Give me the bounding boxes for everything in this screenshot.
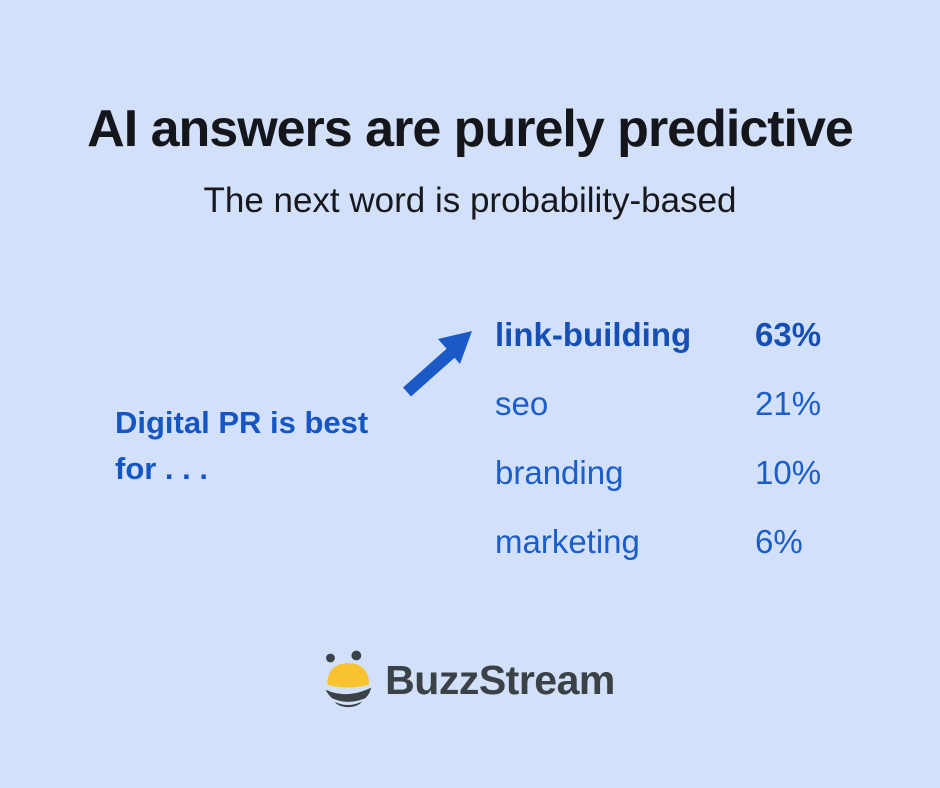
prediction-row: seo 21%	[495, 369, 840, 438]
prompt-text: Digital PR is best for . . .	[115, 400, 368, 492]
probability-value: 63%	[755, 315, 822, 353]
prediction-row: link-building 63%	[495, 300, 840, 369]
predicted-word: link-building	[495, 315, 692, 353]
predicted-word: branding	[495, 453, 624, 491]
diagonal-arrow-icon	[403, 331, 472, 397]
prediction-list: link-building 63% seo 21% branding 10% m…	[495, 300, 840, 576]
page-subtitle: The next word is probability-based	[203, 181, 737, 220]
buzzstream-bee-icon	[325, 650, 372, 708]
predicted-word: marketing	[495, 522, 640, 560]
probability-value: 21%	[755, 384, 822, 422]
prediction-row: branding 10%	[495, 438, 840, 507]
prediction-row: marketing 6%	[495, 507, 840, 576]
probability-value: 10%	[755, 453, 822, 491]
brand-logo: BuzzStream	[325, 650, 615, 710]
page-title: AI answers are purely predictive	[87, 100, 854, 158]
predicted-word: seo	[495, 384, 549, 422]
brand-name: BuzzStream	[385, 657, 615, 703]
probability-value: 6%	[755, 522, 803, 560]
prompt-line-1: Digital PR is best	[115, 405, 369, 440]
prompt-line-2: for . . .	[115, 451, 208, 486]
